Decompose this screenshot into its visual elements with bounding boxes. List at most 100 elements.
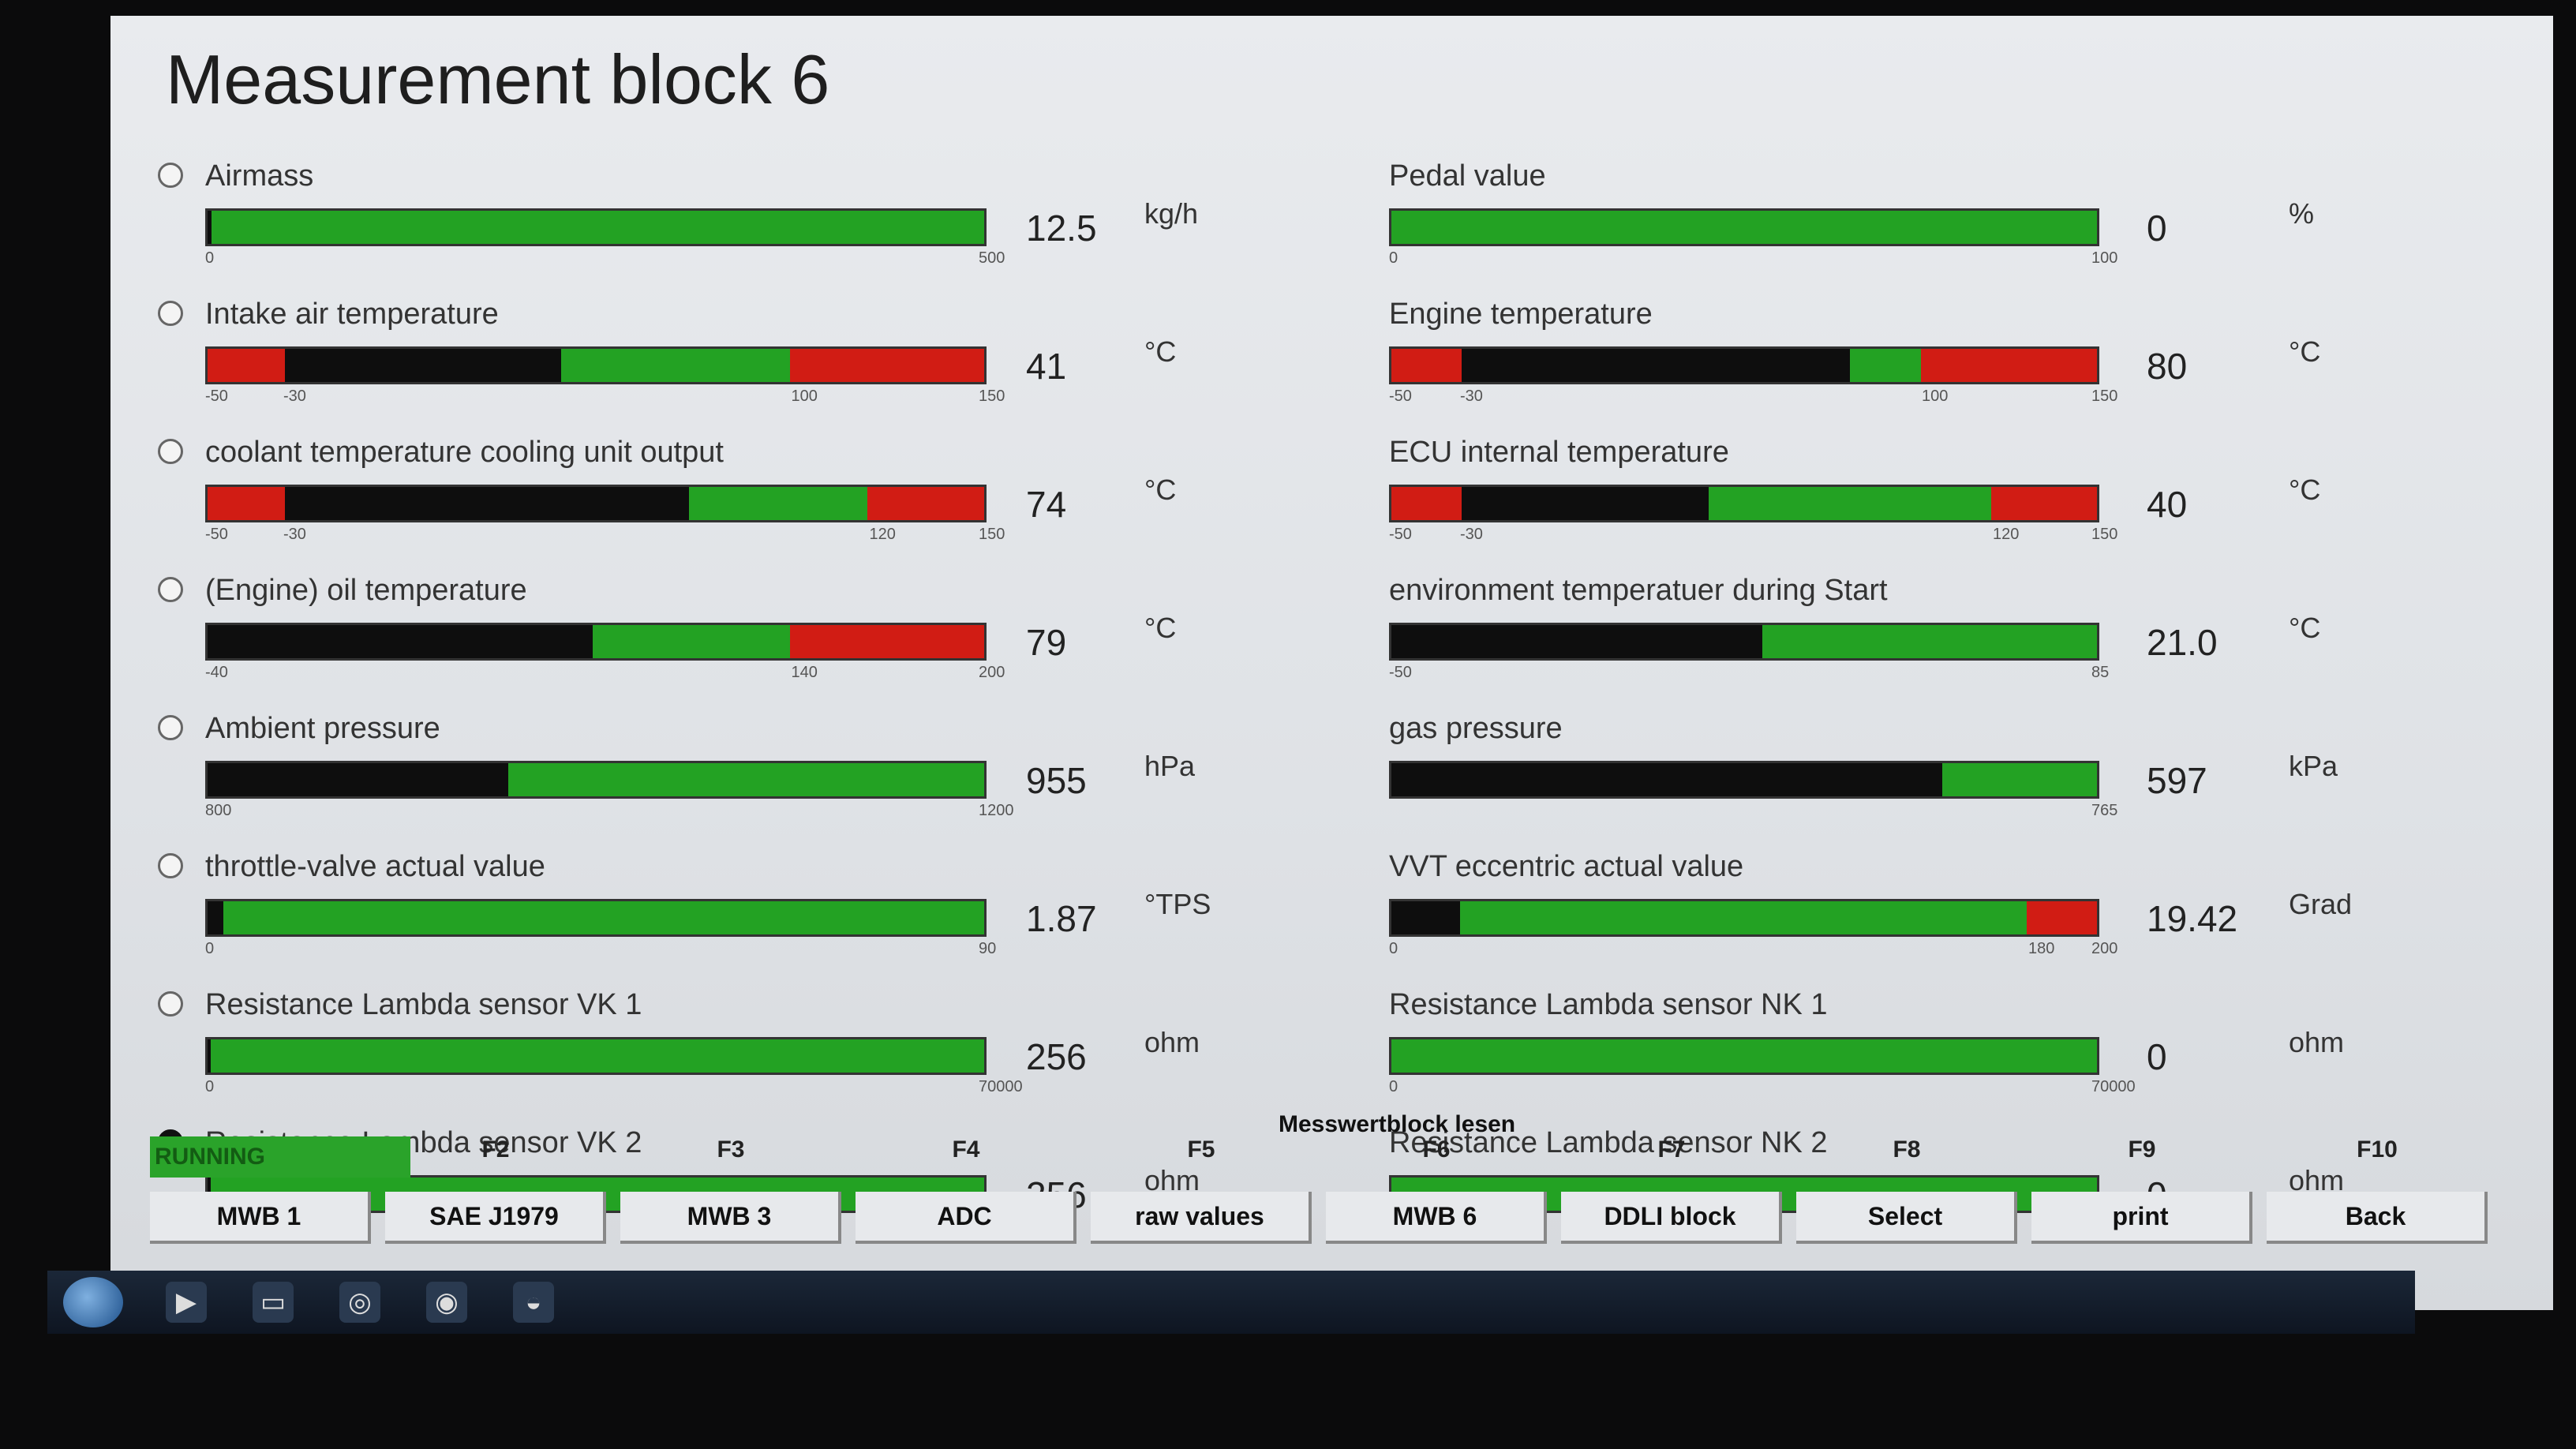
measurement-row-throttle-valve-actual-value: throttle-valve actual value 0 90 1.87 °TPS (158, 825, 1310, 957)
measurement-label: Ambient pressure (205, 712, 440, 745)
bar-fill (1391, 625, 1763, 658)
scale-tick-label: 120 (1993, 526, 2020, 543)
fkey-f6[interactable]: F6 MWB 6 (1326, 1136, 1547, 1255)
fkey-label: ADC (856, 1192, 1076, 1244)
scale-tick-label: 0 (205, 1078, 215, 1095)
fkey-label: DDLI block (1561, 1192, 1782, 1244)
measurement-label: Airmass (205, 159, 314, 193)
scale-tick-label: -30 (1460, 388, 1483, 405)
measurement-bar (1389, 346, 2099, 384)
bar-fill (1391, 763, 1942, 796)
measurement-label: Pedal value (1389, 159, 1546, 193)
scale-tick-label: 150 (979, 388, 1005, 405)
bar-high-red-zone (790, 349, 984, 382)
fkey-f3[interactable]: F3 MWB 3 (620, 1136, 841, 1255)
measurement-row-ecu-internal-temperature: ECU internal temperature -50 -30 120 150 40 °C (1389, 410, 2541, 543)
bar-fill (208, 487, 690, 520)
fkey-f2[interactable]: F2 SAE J1979 (385, 1136, 606, 1255)
bar-high-red-zone (790, 625, 984, 658)
fkey-label: raw values (1091, 1192, 1312, 1244)
measurement-value: 19.42 (2147, 898, 2238, 939)
fkey-label: MWB 6 (1326, 1192, 1547, 1244)
row-select-radio[interactable] (158, 301, 183, 326)
measurement-row-engine-oil-temperature: (Engine) oil temperature -40 140 200 79 °C (158, 549, 1310, 681)
scale-tick-label: 150 (979, 526, 1005, 543)
firefox-icon[interactable]: ◉ (426, 1282, 467, 1323)
bar-low-red-zone (208, 487, 286, 520)
measurement-value: 79 (1026, 622, 1067, 663)
row-select-radio[interactable] (158, 853, 183, 878)
scale-tick-label: 0 (205, 249, 215, 267)
row-select-radio[interactable] (158, 715, 183, 740)
bar-fill (208, 763, 509, 796)
row-select-radio[interactable] (158, 439, 183, 464)
fkey-number: F10 (2357, 1136, 2398, 1163)
measurement-unit: ohm (2289, 1026, 2345, 1058)
fkey-f9[interactable]: F9 print (2031, 1136, 2252, 1255)
measurement-label: ECU internal temperature (1389, 436, 1729, 469)
measurement-bar (205, 1037, 987, 1075)
fkey-label: MWB 3 (620, 1192, 841, 1244)
bar-fill (208, 1039, 211, 1073)
measurement-row-ambient-pressure: Ambient pressure 800 1200 955 hPa (158, 687, 1310, 819)
measurement-value: 0 (2147, 1036, 2167, 1077)
bar-high-red-zone (867, 487, 984, 520)
measurement-row-resistance-lambda-sensor-vk-1: Resistance Lambda sensor VK 1 0 70000 256 oh… (158, 963, 1310, 1095)
measurement-row-engine-temperature: Engine temperature -50 -30 100 150 80 °C (1389, 272, 2541, 405)
scale-tick-label: -50 (1389, 526, 1412, 543)
measurement-value: 12.5 (1026, 208, 1097, 249)
measurement-value: 1.87 (1026, 898, 1097, 939)
measurement-bar (1389, 1037, 2099, 1075)
start-icon[interactable] (63, 1277, 123, 1327)
scale-tick-label: 765 (2091, 802, 2118, 819)
bmw-icon[interactable]: ◒ (513, 1282, 554, 1323)
scale-tick-label: -50 (1389, 664, 1412, 681)
measurement-row-resistance-lambda-sensor-nk-1: Resistance Lambda sensor NK 1 0 70000 0 ohm (1389, 963, 2541, 1095)
fkey-f8[interactable]: F8 Select (1796, 1136, 2017, 1255)
application-window: Measurement block 6 Airmass 0 500 12.5 kg/h I… (110, 16, 2553, 1310)
measurement-unit: kPa (2289, 750, 2338, 782)
row-select-radio[interactable] (158, 577, 183, 602)
measurement-unit: °C (2289, 612, 2321, 644)
scale-tick-label: 100 (791, 388, 818, 405)
scale-tick-label: -30 (283, 526, 306, 543)
measurement-bar (205, 623, 987, 661)
scale-tick-label: -40 (205, 664, 228, 681)
taskbar: ▶ ▭ ◎ ◉ ◒ (47, 1271, 2415, 1334)
measurement-bar (205, 761, 987, 799)
explorer-icon[interactable]: ▭ (253, 1282, 294, 1323)
fkey-number: F5 (1187, 1136, 1215, 1163)
scale-tick-label: 70000 (979, 1078, 1023, 1095)
scale-tick-label: 140 (791, 664, 818, 681)
measurement-label: Engine temperature (1389, 298, 1653, 331)
chrome-icon[interactable]: ◎ (339, 1282, 380, 1323)
measurement-label: gas pressure (1389, 712, 1563, 745)
scale-tick-label: 90 (979, 940, 997, 957)
bar-low-red-zone (208, 349, 286, 382)
fkey-f10[interactable]: F10 Back (2267, 1136, 2488, 1255)
measurement-value: 21.0 (2147, 622, 2218, 663)
measurement-row-vvt-eccentric-actual-value: VVT eccentric actual value 0 180 200 19.42 Gr… (1389, 825, 2541, 957)
measurement-row-airmass: Airmass 0 500 12.5 kg/h (158, 134, 1310, 267)
scale-tick-label: 800 (205, 802, 232, 819)
row-select-radio[interactable] (158, 991, 183, 1017)
fkey-number: F6 (1422, 1136, 1451, 1163)
fkey-f4[interactable]: F4 ADC (856, 1136, 1076, 1255)
bar-low-red-zone (1391, 349, 1462, 382)
measurement-unit: °TPS (1144, 888, 1211, 920)
measurement-unit: kg/h (1144, 197, 1199, 230)
scale-tick-label: 0 (1389, 1078, 1398, 1095)
fkey-f5[interactable]: F5 raw values (1091, 1136, 1312, 1255)
measurement-bar (1389, 761, 2099, 799)
row-select-radio[interactable] (158, 163, 183, 188)
measurement-row-environment-temperatuer-during-start: environment temperatuer during Start -50 8… (1389, 549, 2541, 681)
scale-tick-label: 200 (2091, 940, 2118, 957)
measurement-label: VVT eccentric actual value (1389, 850, 1744, 883)
fkey-label: Back (2267, 1192, 2488, 1244)
scale-tick-label: -50 (205, 526, 228, 543)
measurement-unit: °C (1144, 335, 1177, 368)
measurement-value: 80 (2147, 346, 2188, 387)
fkey-f7[interactable]: F7 DDLI block (1561, 1136, 1782, 1255)
media-player-icon[interactable]: ▶ (166, 1282, 207, 1323)
bar-high-red-zone (1990, 487, 2097, 520)
